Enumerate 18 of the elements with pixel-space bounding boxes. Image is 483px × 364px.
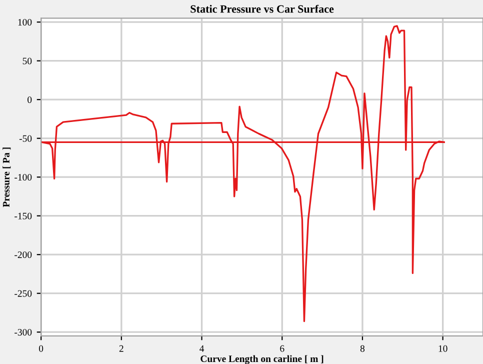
x-axis-title: Curve Length on carline [ m ] <box>200 355 324 364</box>
y-tick-label: -150 <box>14 212 32 220</box>
y-tick-label: -100 <box>14 174 32 181</box>
y-tick-label: -50 <box>19 135 32 142</box>
x-tick-label: 4 <box>200 345 204 352</box>
chart-title: Static Pressure vs Car Surface <box>190 4 334 13</box>
y-tick-label: 0 <box>28 96 32 104</box>
x-tick-label: 0 <box>38 345 44 352</box>
y-tick-label: -200 <box>14 252 32 258</box>
y-tick-label: -250 <box>14 290 32 297</box>
x-tick-label: 2 <box>119 345 124 352</box>
x-tick-label: 10 <box>438 345 448 352</box>
y-tick-label: 50 <box>22 58 32 64</box>
y-tick-label: -300 <box>14 329 32 336</box>
y-axis-title: Pressure [ Pa ] <box>2 148 11 208</box>
x-tick-label: 8 <box>360 345 365 352</box>
x-tick-label: 6 <box>280 345 284 352</box>
y-tick-label: 100 <box>18 18 32 26</box>
